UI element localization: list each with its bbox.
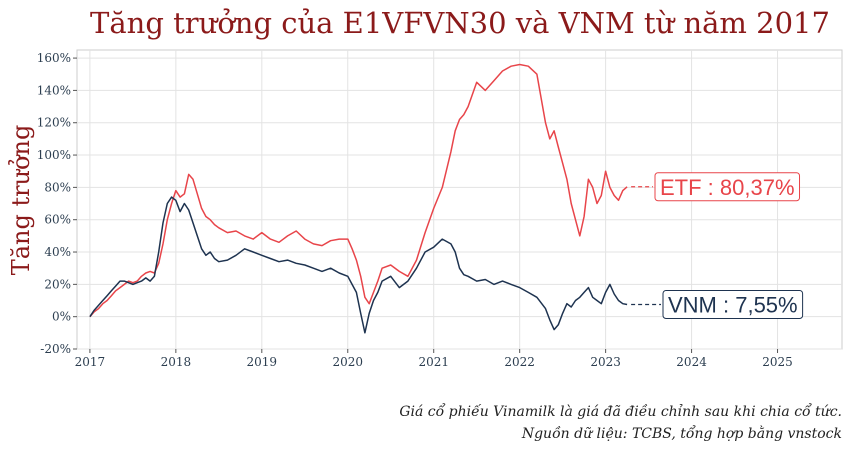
end-label-box bbox=[654, 172, 801, 202]
end-label-text: ETF : 80,37% bbox=[660, 175, 795, 200]
end-label-text: VNM : 7,55% bbox=[668, 292, 798, 317]
y-tick-label: 60% bbox=[44, 213, 71, 227]
series-line-vnm bbox=[89, 196, 628, 334]
chart-title: Tăng trưởng của E1VFVN30 và VNM từ năm 2… bbox=[90, 6, 830, 40]
end-label-box bbox=[662, 289, 804, 319]
axis-ticks: -20% 0% 20% 40% 60% 80% 100% 120% 140% 160% 2017 20… bbox=[37, 51, 793, 369]
x-tick-label: 2018 bbox=[161, 355, 192, 369]
y-tick-label: 0% bbox=[52, 310, 71, 324]
y-tick-label: 140% bbox=[37, 83, 71, 97]
y-tick-label: 40% bbox=[44, 245, 71, 259]
y-tick-label: 20% bbox=[44, 277, 71, 291]
x-tick-label: 2021 bbox=[418, 355, 449, 369]
note-source: Nguồn dữ liệu: TCBS, tổng hợp bằng vnsto… bbox=[521, 424, 842, 442]
x-tick-label: 2020 bbox=[332, 355, 363, 369]
x-tick-label: 2025 bbox=[762, 355, 793, 369]
x-tick-label: 2023 bbox=[590, 355, 621, 369]
series-lines bbox=[89, 63, 628, 334]
y-tick-label: 160% bbox=[37, 51, 71, 65]
x-tick-label: 2019 bbox=[247, 355, 278, 369]
note-dividend: Giá cổ phiếu Vinamilk là giá đã điều chỉ… bbox=[399, 402, 842, 420]
y-axis-label: Tăng trưởng bbox=[7, 125, 35, 276]
x-tick-label: 2022 bbox=[504, 355, 535, 369]
end-labels: ETF : 80,37% VNM : 7,55% bbox=[631, 172, 804, 319]
y-tick-label: 120% bbox=[37, 116, 71, 130]
x-tick-label: 2024 bbox=[676, 355, 707, 369]
y-tick-label: -20% bbox=[40, 342, 71, 356]
y-tick-label: 100% bbox=[37, 148, 71, 162]
x-tick-label: 2017 bbox=[75, 355, 106, 369]
y-tick-label: 80% bbox=[44, 180, 71, 194]
